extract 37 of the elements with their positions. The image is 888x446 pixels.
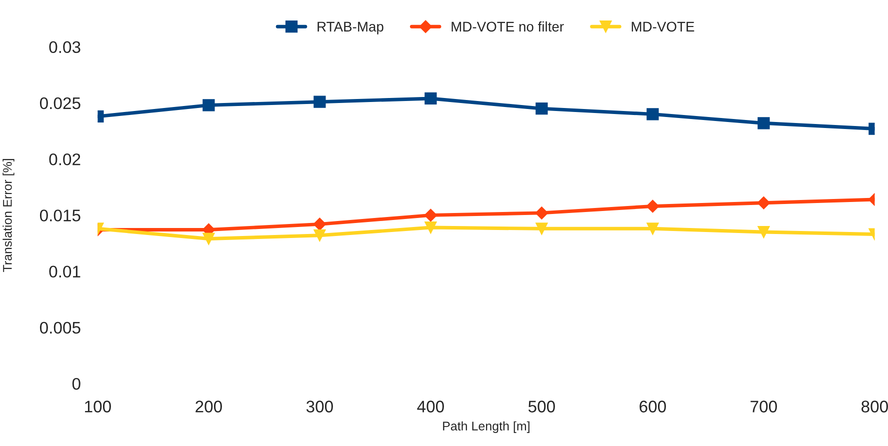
y-tick-label: 0.03: [49, 41, 80, 54]
point: [757, 196, 770, 210]
x-tick-label: 200: [196, 400, 222, 412]
x-tick-label: 100: [85, 400, 111, 412]
point: [758, 226, 770, 238]
x-axis-title: Path Length [m]: [443, 421, 530, 433]
y-tick-label: 0.025: [40, 97, 80, 110]
point: [536, 222, 548, 235]
point: [646, 108, 659, 120]
y-tick-label: 0.01: [49, 266, 80, 278]
point: [758, 117, 770, 130]
point: [536, 102, 548, 115]
point: [424, 92, 437, 105]
point: [424, 221, 437, 234]
legend-label: MD-VOTE: [632, 22, 694, 32]
x-tick-label: 800: [862, 400, 888, 412]
point: [313, 218, 326, 231]
point: [646, 222, 659, 235]
point: [202, 99, 215, 112]
x-tick-label: 300: [306, 400, 333, 412]
point: [314, 96, 326, 108]
point: [535, 206, 548, 220]
x-tick-label: 400: [417, 400, 444, 412]
y-tick-label: 0: [72, 378, 80, 390]
y-tick-label: 0.005: [40, 322, 80, 334]
point: [424, 208, 438, 222]
legend-label: MD-VOTE no filter: [452, 21, 564, 32]
x-tick-label: 700: [750, 400, 777, 412]
x-tick-label: 600: [640, 400, 666, 412]
y-tick-label: 0.02: [49, 153, 80, 166]
x-tick-label: 500: [528, 400, 555, 412]
point: [202, 232, 215, 245]
y-tick-label: 0.015: [40, 210, 80, 222]
legend-label: RTAB-Map: [318, 22, 384, 34]
y-axis-title: Translation Error [%]: [2, 159, 14, 272]
point: [646, 200, 660, 213]
point: [314, 229, 326, 242]
